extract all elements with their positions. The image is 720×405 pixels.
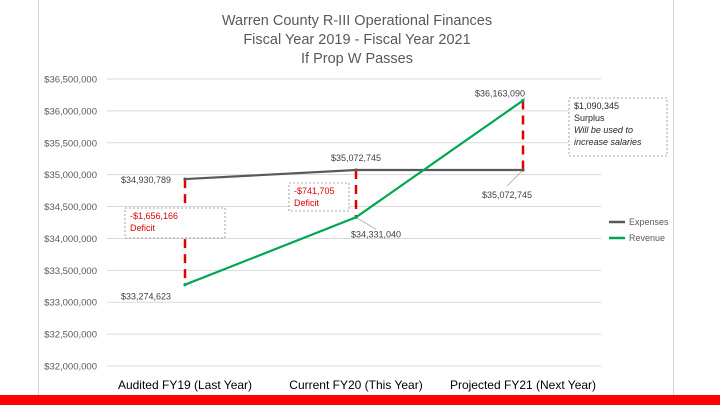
annotations: -$1,656,166 Deficit -$741,705 Deficit $1,090… [124, 97, 668, 285]
annotation-box [568, 97, 668, 157]
data-point [354, 168, 358, 172]
annotation-text: -$1,656,166 [130, 211, 178, 221]
chart-title-line-3: If Prop W Passes [301, 51, 413, 67]
y-tick-label: $36,500,000 [44, 75, 97, 86]
legend-label: Revenue [629, 233, 665, 243]
series-line-revenue [184, 99, 524, 286]
leader-line [506, 169, 524, 187]
data-label: $34,930,789 [121, 175, 171, 185]
chart-frame: Warren County R-III Operational Finances… [38, 0, 674, 398]
data-labels: $34,930,789 $35,072,745 $35,072,745 $33,274… [121, 88, 532, 301]
x-axis-category-labels: Audited FY19 (Last Year) Current FY20 (Th… [118, 378, 596, 392]
data-label: $33,274,623 [121, 292, 171, 302]
annotation-text: Surplus [574, 113, 605, 123]
annotation-box [124, 207, 226, 239]
series-lines [183, 98, 525, 287]
y-tick-label: $35,500,000 [44, 138, 97, 149]
y-tick-label: $35,000,000 [44, 170, 97, 181]
y-tick-label: $36,000,000 [44, 106, 97, 117]
y-tick-label: $32,000,000 [44, 362, 97, 373]
x-category-label: Current FY20 (This Year) [289, 378, 422, 392]
annotation-box [288, 182, 350, 212]
annotation-text: -$741,705 [294, 186, 335, 196]
chart-title-line-2: Fiscal Year 2019 - Fiscal Year 2021 [243, 32, 470, 48]
x-category-label: Audited FY19 (Last Year) [118, 378, 252, 392]
chart: Warren County R-III Operational Finances… [44, 13, 669, 392]
y-tick-label: $32,500,000 [44, 330, 97, 341]
annotation-text: $1,090,345 [574, 101, 619, 111]
data-label: $34,331,040 [351, 229, 401, 239]
annotation-text: Will be used to [574, 125, 633, 135]
data-label: $35,072,745 [331, 153, 381, 163]
annotation-text: increase salaries [574, 137, 642, 147]
annotation-text: Deficit [294, 198, 320, 208]
chart-title-line-1: Warren County R-III Operational Finances [222, 13, 492, 29]
legend-label: Expenses [629, 217, 669, 227]
data-point [354, 215, 358, 219]
y-axis-tick-labels: $36,500,000 $36,000,000 $35,500,000 $35,000… [44, 75, 97, 373]
data-label: $35,072,745 [482, 190, 532, 200]
data-point [183, 283, 187, 287]
data-point [183, 177, 187, 181]
annotation-text: Deficit [130, 223, 156, 233]
data-point [521, 168, 525, 172]
y-tick-label: $34,500,000 [44, 202, 97, 213]
data-label: $36,163,090 [475, 88, 525, 98]
bottom-accent-bar [0, 395, 720, 405]
y-tick-label: $33,000,000 [44, 298, 97, 309]
chart-title: Warren County R-III Operational Finances… [222, 13, 492, 67]
x-category-label: Projected FY21 (Next Year) [450, 378, 596, 392]
y-tick-label: $34,000,000 [44, 234, 97, 245]
leader-line [355, 216, 377, 230]
data-point [521, 98, 525, 103]
gridlines [107, 78, 601, 367]
y-tick-label: $33,500,000 [44, 266, 97, 277]
legend: Expenses Revenue [609, 217, 669, 243]
